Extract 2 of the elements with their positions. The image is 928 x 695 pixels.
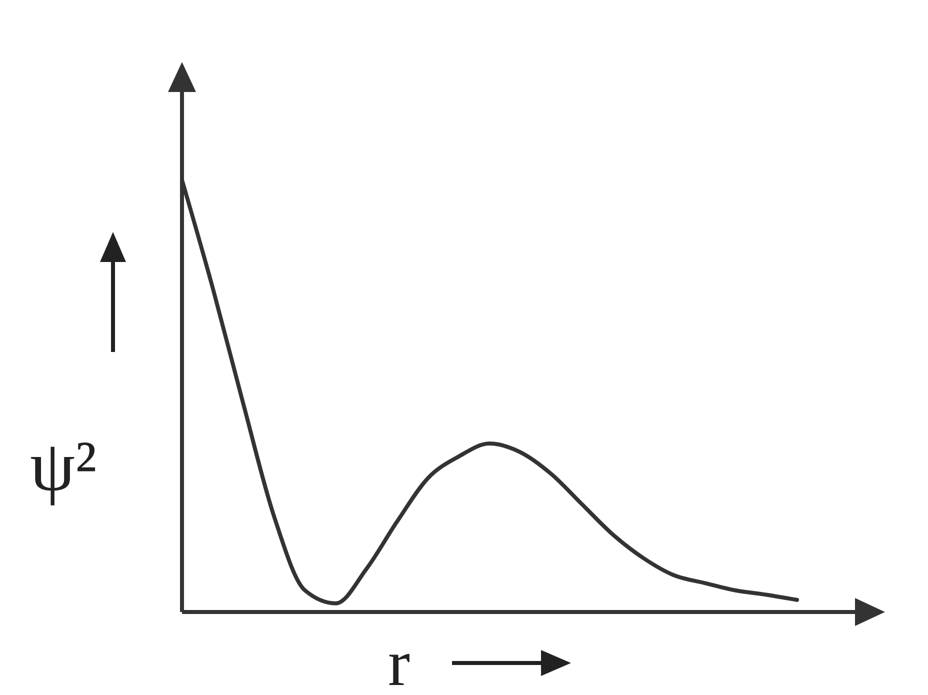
x-axis-title: r: [388, 627, 410, 695]
y-axis-title: ψ²: [30, 426, 97, 506]
